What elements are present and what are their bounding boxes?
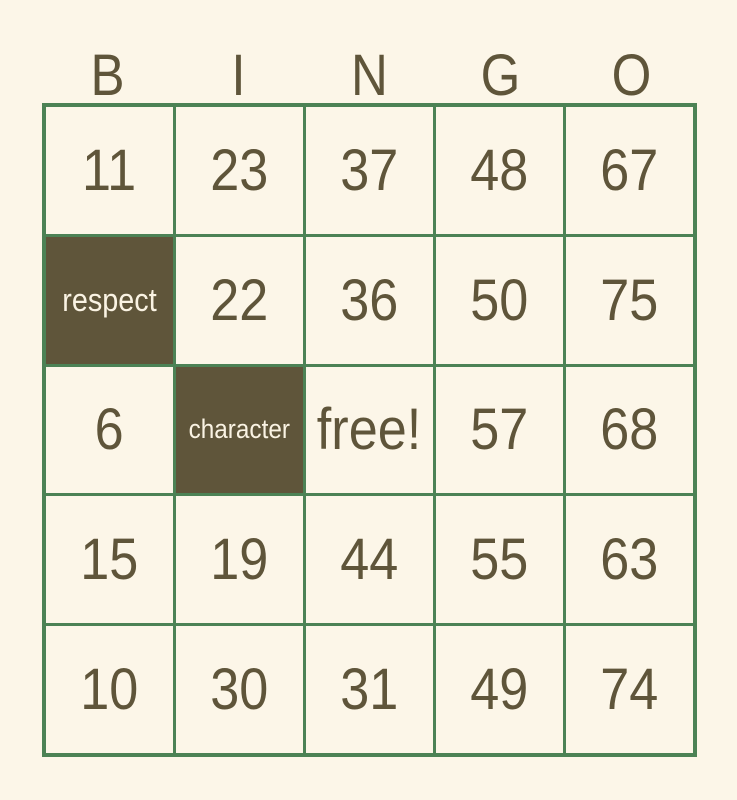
bingo-cell[interactable]: 75 [566,236,693,364]
cell-label: 15 [80,527,139,593]
cell-label: 49 [470,657,529,723]
cell-label: 30 [210,657,269,723]
header-letter-i: I [231,43,246,108]
bingo-cell[interactable]: 57 [436,366,563,494]
cell-label: 19 [210,527,269,593]
cell-label: 50 [470,267,529,333]
bingo-header: B I N G O [42,42,697,108]
bingo-cell[interactable]: 31 [306,626,433,753]
cell-label: 63 [600,527,659,593]
cell-label: character [188,414,291,445]
bingo-cell[interactable]: 37 [306,107,433,234]
bingo-cell[interactable]: 11 [46,107,173,234]
header-letter-n: N [351,43,388,108]
cell-label: 31 [340,657,399,723]
bingo-cell-marked-character[interactable]: character [176,366,303,494]
cell-label: 10 [80,657,139,723]
bingo-cell[interactable]: 67 [566,107,693,234]
bingo-cell[interactable]: 19 [176,496,303,624]
bingo-cell[interactable]: 49 [436,626,563,753]
cell-label: free! [317,397,422,463]
cell-label: 6 [94,397,125,463]
bingo-cell-marked-respect[interactable]: respect [46,236,173,364]
bingo-cell[interactable]: 36 [306,236,433,364]
cell-label: 67 [600,137,659,203]
header-letter-o: O [611,43,652,108]
bingo-cell[interactable]: 74 [566,626,693,753]
cell-label: 44 [340,527,399,593]
cell-label: respect [62,281,157,318]
cell-label: 55 [470,527,529,593]
bingo-cell[interactable]: 30 [176,626,303,753]
bingo-cell[interactable]: 48 [436,107,563,234]
bingo-cell[interactable]: 22 [176,236,303,364]
bingo-cell[interactable]: 15 [46,496,173,624]
bingo-board: 11 23 37 48 67 respect 22 36 50 75 6 cha… [42,103,697,757]
header-letter-b: B [90,43,125,108]
cell-label: 68 [600,397,659,463]
bingo-cell[interactable]: 55 [436,496,563,624]
cell-label: 36 [340,267,399,333]
cell-label: 48 [470,137,529,203]
bingo-cell[interactable]: 6 [46,366,173,494]
bingo-cell[interactable]: 10 [46,626,173,753]
cell-label: 37 [340,137,399,203]
bingo-cell-free[interactable]: free! [306,366,433,494]
bingo-cell[interactable]: 68 [566,366,693,494]
bingo-cell[interactable]: 44 [306,496,433,624]
bingo-cell[interactable]: 23 [176,107,303,234]
bingo-cell[interactable]: 50 [436,236,563,364]
cell-label: 74 [600,657,659,723]
cell-label: 57 [470,397,529,463]
cell-label: 75 [600,267,659,333]
cell-label: 11 [82,137,137,203]
header-letter-g: G [480,43,521,108]
cell-label: 22 [210,267,269,333]
bingo-cell[interactable]: 63 [566,496,693,624]
cell-label: 23 [210,137,269,203]
